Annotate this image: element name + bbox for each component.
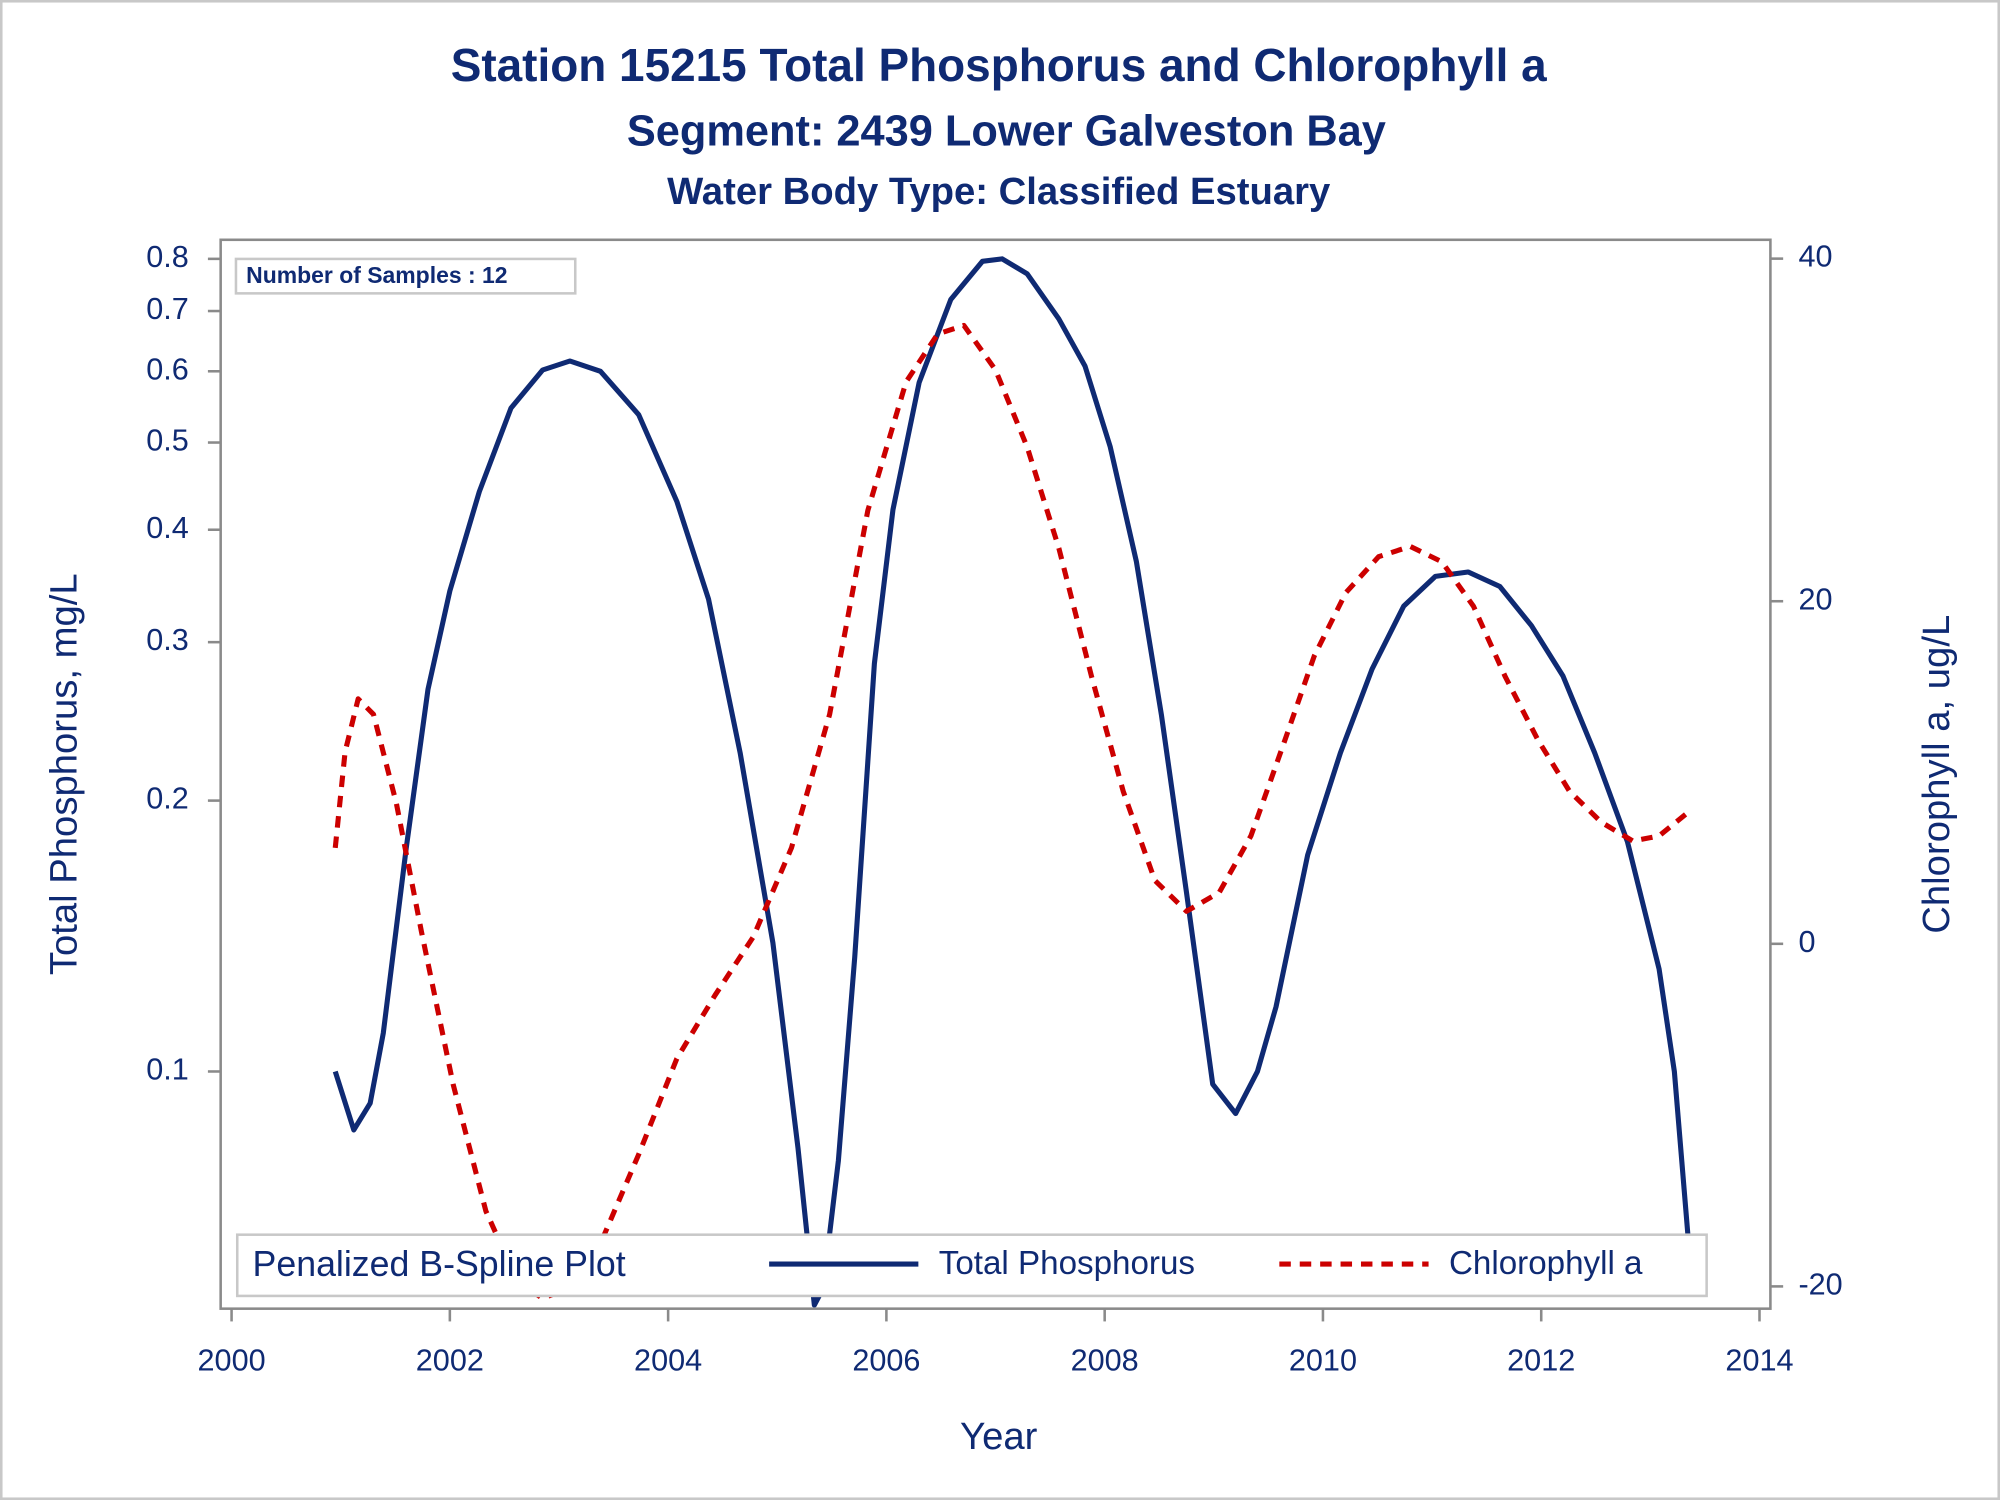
y-tick-label: 0.8 bbox=[146, 240, 189, 274]
y2-axis-label: Chlorophyll a, ug/L bbox=[1915, 615, 1958, 934]
x-tick-label: 2006 bbox=[852, 1343, 920, 1377]
x-tick-label: 2010 bbox=[1289, 1343, 1357, 1377]
x-tick-label: 2000 bbox=[198, 1343, 266, 1377]
legend-label: Chlorophyll a bbox=[1449, 1245, 1643, 1282]
y-axis-label: Total Phosphorus, mg/L bbox=[42, 573, 85, 975]
y2-tick-label: 0 bbox=[1798, 925, 1815, 959]
x-tick-label: 2004 bbox=[634, 1343, 702, 1377]
chart-subtitle: Water Body Type: Classified Estuary bbox=[667, 170, 1331, 213]
legend-label: Total Phosphorus bbox=[939, 1245, 1195, 1282]
annotation-box bbox=[234, 257, 577, 295]
plot-frame bbox=[219, 238, 1772, 1310]
chart-title: Station 15215 Total Phosphorus and Chlor… bbox=[451, 39, 1547, 91]
x-tick-label: 2008 bbox=[1071, 1343, 1139, 1377]
y-tick-label: 0.2 bbox=[146, 782, 189, 816]
x-tick-label: 2012 bbox=[1507, 1343, 1575, 1377]
y2-tick-label: 40 bbox=[1798, 240, 1832, 274]
y2-tick-label: 20 bbox=[1798, 582, 1832, 616]
series-line bbox=[332, 256, 1694, 1308]
legend-box bbox=[235, 1233, 1708, 1298]
series-line bbox=[332, 322, 1693, 1301]
y-tick-label: 0.5 bbox=[146, 424, 189, 458]
y-tick-label: 0.6 bbox=[146, 352, 189, 386]
chart-subtitle: Segment: 2439 Lower Galveston Bay bbox=[627, 107, 1386, 155]
y2-tick-label: -20 bbox=[1798, 1267, 1842, 1301]
y-tick-label: 0.4 bbox=[146, 511, 189, 545]
annotation: Number of Samples : 12 bbox=[246, 262, 507, 288]
y-tick-label: 0.3 bbox=[146, 623, 189, 657]
x-axis-label: Year bbox=[960, 1415, 1038, 1458]
plot-area bbox=[332, 256, 1694, 1308]
x-tick-label: 2002 bbox=[416, 1343, 484, 1377]
y-tick-label: 0.7 bbox=[146, 292, 189, 326]
x-tick-label: 2014 bbox=[1725, 1343, 1793, 1377]
y-tick-label: 0.1 bbox=[146, 1053, 189, 1087]
legend-title: Penalized B-Spline Plot bbox=[253, 1244, 626, 1284]
